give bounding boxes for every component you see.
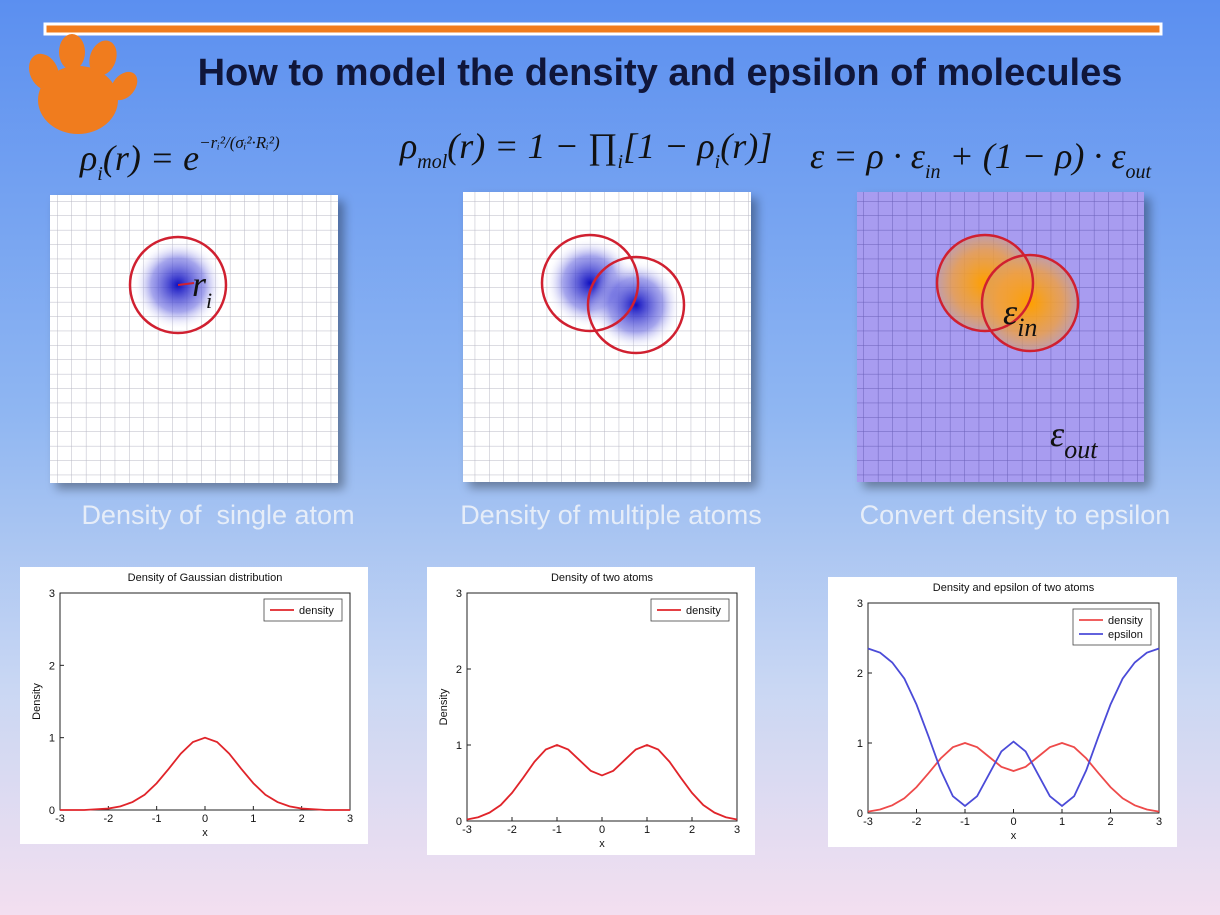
caption: Convert density to epsilon	[860, 500, 1171, 530]
subscript: i	[618, 151, 624, 173]
x-tick-label: -1	[552, 824, 562, 836]
formula-text: ρ	[79, 138, 97, 178]
formula-text: + (1 − ρ) · ε	[941, 136, 1127, 176]
legend-label: epsilon	[1108, 629, 1143, 641]
symbol: r	[192, 264, 207, 304]
chart-title: Density of Gaussian distribution	[128, 572, 283, 584]
grid-panel: εin εout	[857, 192, 1144, 482]
x-tick-label: 1	[1059, 816, 1065, 828]
y-tick-label: 1	[49, 733, 55, 745]
y-tick-label: 0	[857, 808, 863, 820]
subscript: out	[1064, 435, 1098, 464]
subscript: mol	[417, 151, 447, 173]
panel-label: εout	[1050, 414, 1098, 464]
line-series	[867, 647, 1160, 808]
formula-text: (r) = e	[103, 138, 199, 178]
formula: ε = ρ · εin + (1 − ρ) · εout	[810, 136, 1152, 183]
chart-title: Density of two atoms	[551, 572, 654, 584]
x-tick-label: 3	[734, 824, 740, 836]
formula-text: (r) = 1 − ∏	[447, 126, 617, 166]
caption: Density of multiple atoms	[460, 500, 762, 530]
x-tick-label: 3	[1156, 816, 1162, 828]
formula-text: (r)]	[720, 126, 772, 166]
superscript: −rᵢ²/(σᵢ²·Rᵢ²)	[199, 133, 280, 152]
x-tick-label: 0	[202, 813, 208, 825]
line-series	[60, 736, 350, 811]
x-tick-label: -3	[863, 816, 873, 828]
top-rule	[43, 22, 1163, 36]
x-tick-label: 0	[1010, 816, 1016, 828]
y-tick-label: 3	[857, 598, 863, 610]
x-tick-label: 0	[599, 824, 605, 836]
slide-title: How to model the density and epsilon of …	[198, 52, 1123, 94]
legend-box	[650, 598, 730, 622]
formula-text: [1 − ρ	[623, 126, 715, 166]
legend-label: density	[686, 605, 721, 617]
x-tick-label: 3	[347, 813, 353, 825]
legend-box	[263, 598, 343, 622]
symbol: ε	[1050, 414, 1065, 454]
x-tick-label: 2	[1107, 816, 1113, 828]
y-tick-label: 1	[456, 740, 462, 752]
subscript: in	[1017, 313, 1037, 342]
formula: ρmol(r) = 1 − ∏i[1 − ρi(r)]	[399, 126, 772, 173]
legend-label: density	[299, 605, 334, 617]
x-tick-label: -2	[103, 813, 113, 825]
grid-panel	[463, 192, 751, 482]
y-axis-label: Density	[31, 683, 43, 720]
y-tick-label: 3	[456, 588, 462, 600]
x-axis-label: x	[202, 827, 208, 839]
chart: Density and epsilon of two atoms -3 -2 -1 0 1…	[828, 577, 1177, 847]
symbol: ε	[1003, 292, 1018, 332]
line-series	[466, 744, 738, 821]
y-tick-label: 2	[857, 668, 863, 680]
x-axis-label: x	[599, 838, 605, 850]
x-tick-label: -2	[507, 824, 517, 836]
subscript: out	[1126, 161, 1152, 183]
y-axis-label: Density	[438, 688, 450, 725]
y-tick-label: 2	[456, 664, 462, 676]
y-tick-label: 0	[49, 805, 55, 817]
legend-box	[1072, 608, 1152, 646]
paw-logo	[28, 34, 138, 134]
formula-text: ρ	[399, 126, 417, 166]
subscript: i	[206, 288, 212, 313]
line-series	[867, 742, 1160, 813]
grid-panel: ri	[50, 195, 338, 483]
y-tick-label: 2	[49, 660, 55, 672]
x-tick-label: -2	[912, 816, 922, 828]
x-tick-label: -3	[55, 813, 65, 825]
y-tick-label: 3	[49, 588, 55, 600]
y-tick-label: 0	[456, 816, 462, 828]
panel-label: εin	[1003, 292, 1037, 342]
x-tick-label: 1	[644, 824, 650, 836]
y-tick-label: 1	[857, 738, 863, 750]
x-tick-label: -3	[462, 824, 472, 836]
formula-text: ε = ρ · ε	[810, 136, 926, 176]
x-axis-label: x	[1011, 830, 1017, 842]
subscript: i	[97, 163, 103, 185]
panel-label: ri	[192, 264, 212, 313]
subscript: in	[925, 161, 941, 183]
subscript: i	[715, 151, 721, 173]
caption: Density of single atom	[81, 500, 354, 530]
chart: Density of Gaussian distribution -3 -2 -1 0 1…	[20, 567, 368, 844]
formula: ρi(r) = e−rᵢ²/(σᵢ²·Rᵢ²)	[79, 133, 280, 185]
x-tick-label: 2	[689, 824, 695, 836]
x-tick-label: 2	[299, 813, 305, 825]
x-tick-label: -1	[152, 813, 162, 825]
x-tick-label: 1	[250, 813, 256, 825]
chart-title: Density and epsilon of two atoms	[933, 582, 1095, 594]
x-tick-label: -1	[960, 816, 970, 828]
legend-label: density	[1108, 615, 1143, 627]
chart: Density of two atoms -3 -2 -1 0 1 2 3 0 1 2 3 x Densi…	[427, 567, 755, 855]
